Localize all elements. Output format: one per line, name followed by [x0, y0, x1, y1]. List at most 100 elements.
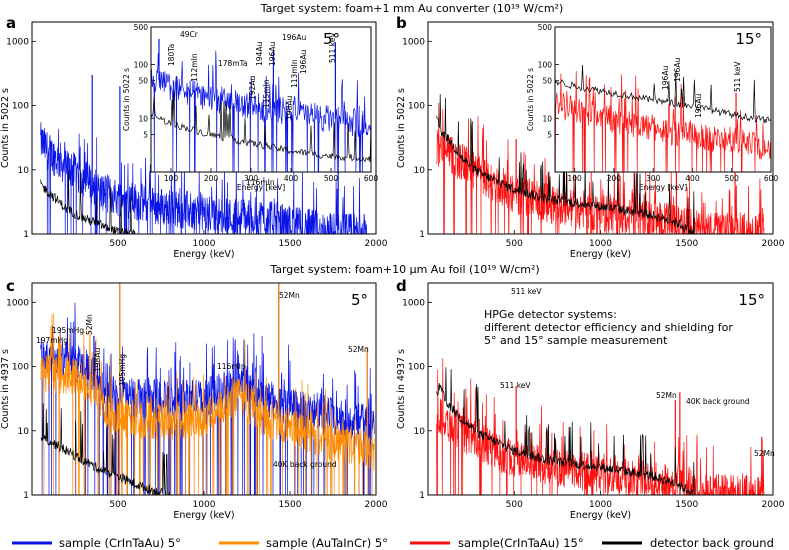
inset-b-annot-196au-1: 196Au — [661, 66, 670, 90]
panel-a-ytick-label: 100 — [12, 102, 29, 112]
annotation-layer: 5° 15° 5° 15° 116mIn 49Cr 180Ta 112mIn 178mTa 194… — [36, 30, 775, 469]
panel-a-frame — [31, 21, 377, 235]
panel-b-ytick-label: 10 — [414, 166, 426, 176]
inset-b-xtick-label: 200 — [607, 174, 622, 183]
inset-b-ytick-label: 10 — [542, 114, 552, 123]
inset-b-ytick-label: 100 — [538, 61, 553, 70]
inset-a-xtick-label: 300 — [244, 174, 259, 183]
inset-b-xtick-label: 400 — [685, 174, 700, 183]
panel-d-ytick-label: 10 — [414, 427, 426, 437]
panel-a-xlabel: Energy (keV) — [173, 249, 234, 260]
inset-a-sample — [151, 50, 371, 172]
inset-b-frame — [554, 26, 772, 173]
panel-b-xtick-label: 500 — [506, 239, 523, 249]
panel-c-angle: 5° — [351, 291, 368, 309]
inset-a-annot-192au: 192Au — [248, 76, 257, 100]
legend-label-red: sample(CrInTaAu) 15° — [458, 536, 584, 550]
panel-d-ylabel: Counts in 4937 s — [396, 349, 407, 429]
panel-b-series-0 — [436, 102, 765, 234]
panel-d-note-line1: HPGe detector systems: — [484, 308, 617, 321]
panel-c-ylabel: Counts in 4937 s — [0, 349, 11, 429]
panel-c-series-2 — [40, 403, 170, 495]
inset-b-ylabel: Counts in 5022 s — [526, 68, 535, 131]
inset-a-xtick-label: 600 — [364, 174, 379, 183]
top-title: Target system: foam+1 mm Au converter (1… — [260, 2, 564, 15]
panel-a-ytick-label: 10 — [18, 166, 30, 176]
inset-b-background — [555, 64, 771, 124]
panel-a-xtick-label: 1000 — [193, 239, 216, 249]
inset-b-ytick-label: 5 — [547, 130, 552, 139]
panel-d-series-1 — [436, 367, 696, 495]
panel-a-xtick-label: 500 — [109, 239, 126, 249]
inset-a-annot-196au-3: 196Au — [299, 50, 308, 74]
panel-c-xtick-label: 1500 — [279, 500, 302, 510]
panel-d-plot-area — [428, 283, 773, 495]
inset-b-ytick-label: 50 — [542, 77, 552, 86]
panel-d-letter: d — [396, 277, 407, 295]
legend-label-blue: sample (CrInTaAu) 5° — [59, 536, 181, 550]
panel-c-annot-52mn-left: 52Mn — [85, 314, 94, 335]
inset-a-ytick-label: 500 — [134, 23, 149, 32]
inset-a-annot-112min: 112mIn — [190, 53, 199, 82]
panel-d-annot-52mn: 52Mn — [656, 391, 677, 400]
inset-b-xtick-label: 600 — [764, 174, 779, 183]
panel-a-series-0 — [40, 122, 368, 234]
inset-a-series — [151, 38, 371, 172]
panel-b-xtick-label: 1500 — [675, 239, 698, 249]
panel-c-ytick-label: 10 — [18, 427, 30, 437]
panel-d-note-line2: different detector efficiency and shield… — [484, 321, 733, 334]
panel-c-letter: c — [6, 277, 15, 295]
panel-b-ylabel: Counts in 5022 s — [396, 88, 407, 168]
panel-d-xlabel: Energy (keV) — [570, 510, 631, 521]
panel-c-annot-40k: 40K back ground — [273, 460, 337, 469]
inset-b-annot-511kev: 511 keV — [733, 61, 742, 92]
panel-c-ytick-label: 1000 — [6, 298, 29, 308]
legend-label-black: detector back ground — [650, 536, 774, 550]
inset-a-background — [151, 90, 371, 163]
inset-b-xtick-label: 100 — [567, 174, 582, 183]
panel-d-xtick-label: 1000 — [589, 500, 612, 510]
panel-b-series-1 — [436, 93, 696, 234]
inset-a-ylabel: Counts in 5022 s — [122, 68, 131, 131]
inset-a-xlabel: Energy [keV] — [237, 183, 285, 192]
panel-d-series-0 — [436, 358, 765, 495]
inset-b-sample — [555, 70, 771, 172]
panel-b-xtick-label: 1000 — [589, 239, 612, 249]
inset-b-annot-196au-3: 196Au — [694, 94, 703, 118]
inset-a-annot-115min: 115mIn — [262, 79, 271, 108]
panel-b-letter: b — [396, 14, 407, 32]
middle-title: Target system: foam+10 μm Au foil (10¹⁹ … — [269, 263, 539, 276]
inset-a-annot-180ta: 180Ta — [167, 44, 176, 66]
inset-a-annot-49cr: 49Cr — [180, 30, 199, 39]
panel-c-xtick-label: 2000 — [365, 500, 388, 510]
panel-d-annot-52mn-right: 52Mn — [754, 449, 775, 458]
panel-c-ytick-label: 100 — [12, 363, 29, 373]
panel-a-ytick-label: 1000 — [6, 37, 29, 47]
panel-d-ytick-label: 1 — [419, 491, 425, 501]
panel-c-annot-195mhg-2: 195mHg — [118, 354, 127, 386]
inset-b-annot-196au-2: 196Au — [673, 58, 682, 82]
panel-d-note-line3: 5° and 15° sample measurement — [484, 334, 668, 347]
panel-d-ytick-label: 1000 — [402, 298, 425, 308]
panel-b-xtick-label: 2000 — [762, 239, 785, 249]
panel-b-ytick-label: 1000 — [402, 37, 425, 47]
panel-c-series — [40, 283, 375, 495]
inset-a-ytick-label: 10 — [138, 114, 148, 123]
panel-b-xlabel: Energy (keV) — [570, 249, 631, 260]
inset-a-xtick-label: 500 — [324, 174, 339, 183]
inset-b-xtick-label: 500 — [725, 174, 740, 183]
inset-a-annot-113min: 113mIn — [290, 59, 299, 88]
inset-a-ytick-label: 50 — [138, 77, 148, 86]
panel-b-ytick-label: 1 — [419, 230, 425, 240]
panel-d-series — [436, 358, 765, 495]
panel-d-annot-40k: 40K back ground — [686, 397, 750, 406]
inset-b-ytick-label: 500 — [538, 23, 553, 32]
panel-a-xtick-label: 2000 — [365, 239, 388, 249]
panel-a-series-1 — [40, 169, 136, 234]
panel-c-annot-52mn-top: 52Mn — [279, 291, 300, 300]
inset-a-xtick-label: 400 — [284, 174, 299, 183]
panel-a-annot-116min: 116mIn — [246, 178, 275, 187]
